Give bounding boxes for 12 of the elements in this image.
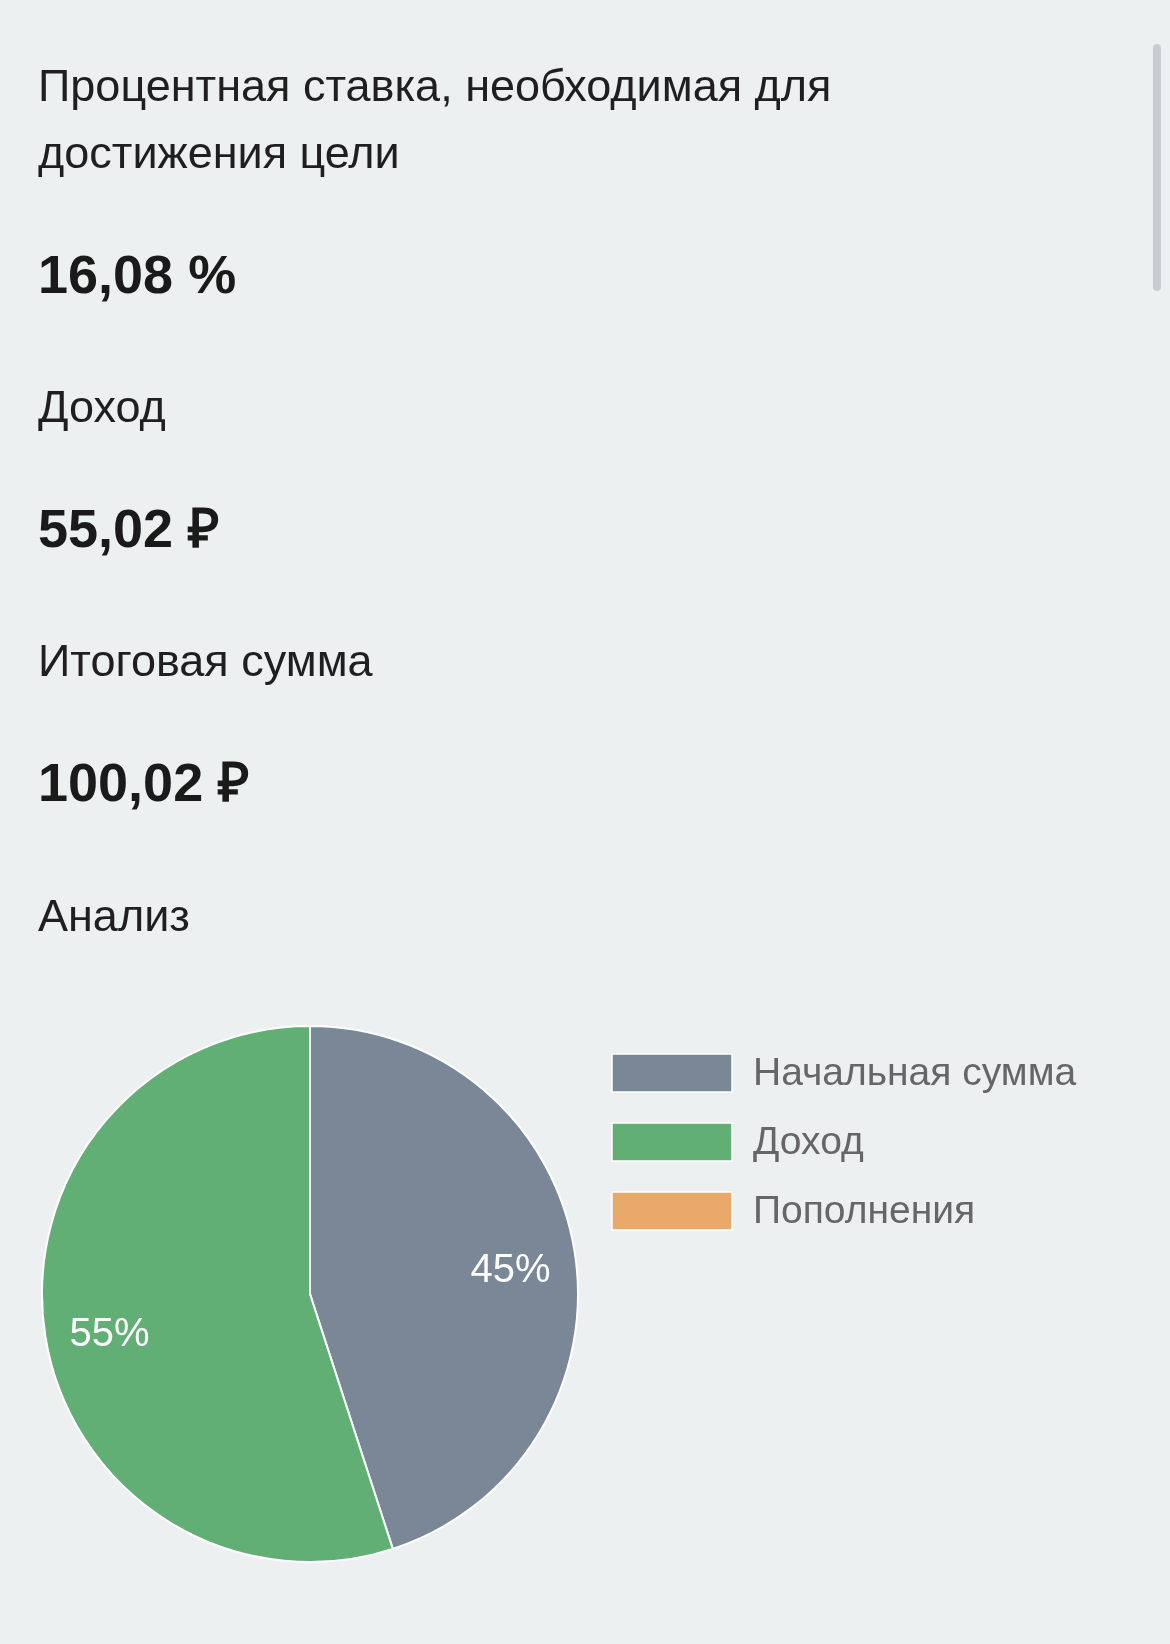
text: Итоговая сумма bbox=[38, 634, 374, 688]
data-label: 45% bbox=[470, 1246, 551, 1291]
legend-label: Начальная сумма bbox=[753, 1050, 1077, 1093]
text: 55,02 ₽ bbox=[38, 497, 221, 560]
text: Доход bbox=[38, 380, 167, 434]
text: Процентная ставка, необходимая для достижения цели bbox=[38, 59, 833, 180]
text: 100,02 ₽ bbox=[38, 751, 251, 814]
text: 16,08 % bbox=[38, 243, 238, 306]
data-label: 55% bbox=[69, 1309, 150, 1354]
legend-label: Доход bbox=[753, 1119, 864, 1162]
chart-title: Анализ bbox=[38, 890, 190, 941]
legend-label: Пополнения bbox=[753, 1188, 976, 1231]
